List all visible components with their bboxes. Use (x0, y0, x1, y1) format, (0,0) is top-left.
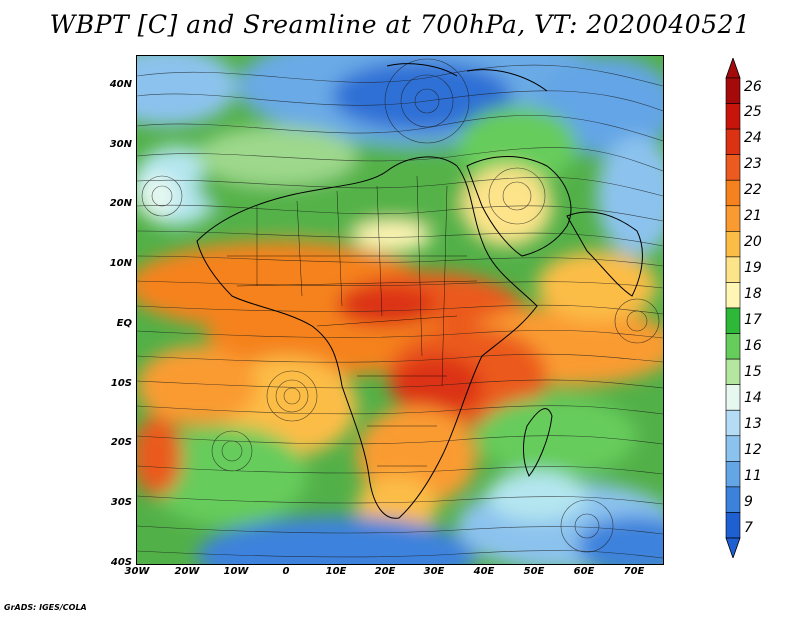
lat-label-40s: 40S (110, 557, 132, 568)
colorbar-label-20: 20 (744, 234, 762, 250)
lon-label-30w: 30W (124, 566, 150, 577)
lon-label-50e: 50E (523, 566, 545, 577)
grads-credit: GrADS: IGES/COLA (4, 603, 87, 612)
lon-label-10w: 10W (223, 566, 249, 577)
colorbar-segment (725, 512, 741, 539)
lon-label-20w: 20W (174, 566, 200, 577)
lon-label-20e: 20E (374, 566, 396, 577)
colorbar-label-13: 13 (744, 416, 762, 432)
colorbar-top-arrow (725, 58, 741, 79)
colorbar-segment (725, 103, 741, 130)
colorbar (725, 58, 741, 558)
map-plot-area (136, 55, 664, 565)
colorbar-segment (725, 256, 741, 283)
streamlines (137, 58, 663, 559)
colorbar-segment (725, 128, 741, 155)
colorbar-label-23: 23 (744, 156, 762, 172)
lat-label-eq: EQ (116, 318, 132, 329)
lat-label-10n: 10N (109, 258, 132, 269)
colorbar-label-25: 25 (744, 104, 762, 120)
colorbar-label-26: 26 (744, 79, 762, 95)
colorbar-segment (725, 179, 741, 207)
lon-label-0: 0 (282, 566, 290, 577)
colorbar-label-19: 19 (744, 260, 762, 276)
colorbar-label-7: 7 (744, 520, 753, 536)
lon-label-30e: 30E (423, 566, 445, 577)
country-borders (227, 175, 478, 467)
colorbar-segment (725, 384, 741, 411)
colorbar-label-11: 11 (744, 468, 762, 484)
lat-label-10s: 10S (110, 378, 132, 389)
colorbar-label-14: 14 (744, 390, 762, 406)
colorbar-label-18: 18 (744, 286, 762, 302)
temperature-shading (137, 56, 663, 564)
colorbar-segment (725, 77, 741, 104)
lat-label-20s: 20S (110, 437, 132, 448)
colorbar-label-21: 21 (744, 208, 762, 224)
colorbar-bottom-arrow (725, 537, 741, 558)
wbpt-field-map (137, 56, 663, 564)
page-title: WBPT [C] and Sreamline at 700hPa, VT: 20… (49, 10, 751, 39)
colorbar-label-24: 24 (744, 130, 762, 146)
colorbar-segment (725, 307, 741, 334)
colorbar-segment (725, 333, 741, 360)
colorbar-segment (725, 486, 741, 513)
lat-label-30s: 30S (110, 497, 132, 508)
lon-label-60e: 60E (573, 566, 595, 577)
lon-label-70e: 70E (623, 566, 645, 577)
lat-label-30n: 30N (109, 139, 132, 150)
lat-label-20n: 20N (109, 198, 132, 209)
colorbar-label-9: 9 (744, 494, 753, 510)
colorbar-label-16: 16 (744, 338, 762, 354)
lon-label-10e: 10E (325, 566, 347, 577)
coastlines (196, 63, 643, 519)
colorbar-segment (725, 282, 741, 309)
colorbar-segment (725, 231, 741, 258)
colorbar-segment (725, 205, 741, 232)
colorbar-segment (725, 154, 741, 181)
colorbar-segment (725, 409, 741, 437)
colorbar-segment (725, 358, 741, 385)
colorbar-segment (725, 435, 741, 462)
colorbar-label-22: 22 (744, 182, 762, 198)
colorbar-label-12: 12 (744, 442, 762, 458)
colorbar-segment (725, 461, 741, 488)
lat-label-40n: 40N (109, 79, 132, 90)
lon-label-40e: 40E (473, 566, 495, 577)
colorbar-label-15: 15 (744, 364, 762, 380)
colorbar-label-17: 17 (744, 312, 762, 328)
